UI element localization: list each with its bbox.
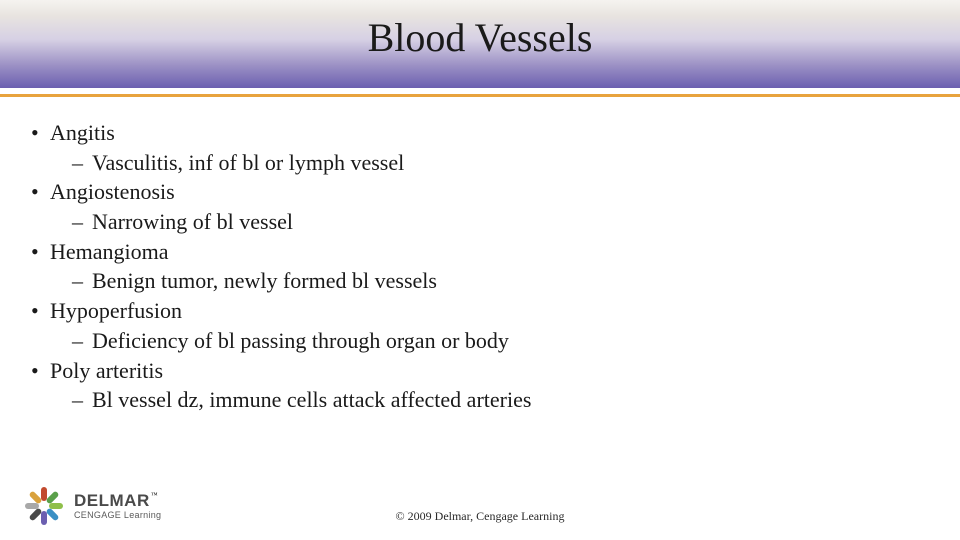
def-2: Benign tumor, newly formed bl vessels xyxy=(28,266,932,296)
def-0: Vasculitis, inf of bl or lymph vessel xyxy=(28,148,932,178)
def-4: Bl vessel dz, immune cells attack affect… xyxy=(28,385,932,415)
header-band: Blood Vessels xyxy=(0,0,960,88)
term-3: Hypoperfusion xyxy=(28,296,932,326)
accent-line xyxy=(0,94,960,97)
content-area: Angitis Vasculitis, inf of bl or lymph v… xyxy=(28,118,932,415)
term-2: Hemangioma xyxy=(28,237,932,267)
slide-title: Blood Vessels xyxy=(0,14,960,61)
term-4: Poly arteritis xyxy=(28,356,932,386)
def-3: Deficiency of bl passing through organ o… xyxy=(28,326,932,356)
def-1: Narrowing of bl vessel xyxy=(28,207,932,237)
term-1: Angiostenosis xyxy=(28,177,932,207)
term-0: Angitis xyxy=(28,118,932,148)
trademark: ™ xyxy=(151,491,158,499)
copyright-text: © 2009 Delmar, Cengage Learning xyxy=(0,509,960,524)
logo-brand-top: DELMAR xyxy=(74,491,150,510)
